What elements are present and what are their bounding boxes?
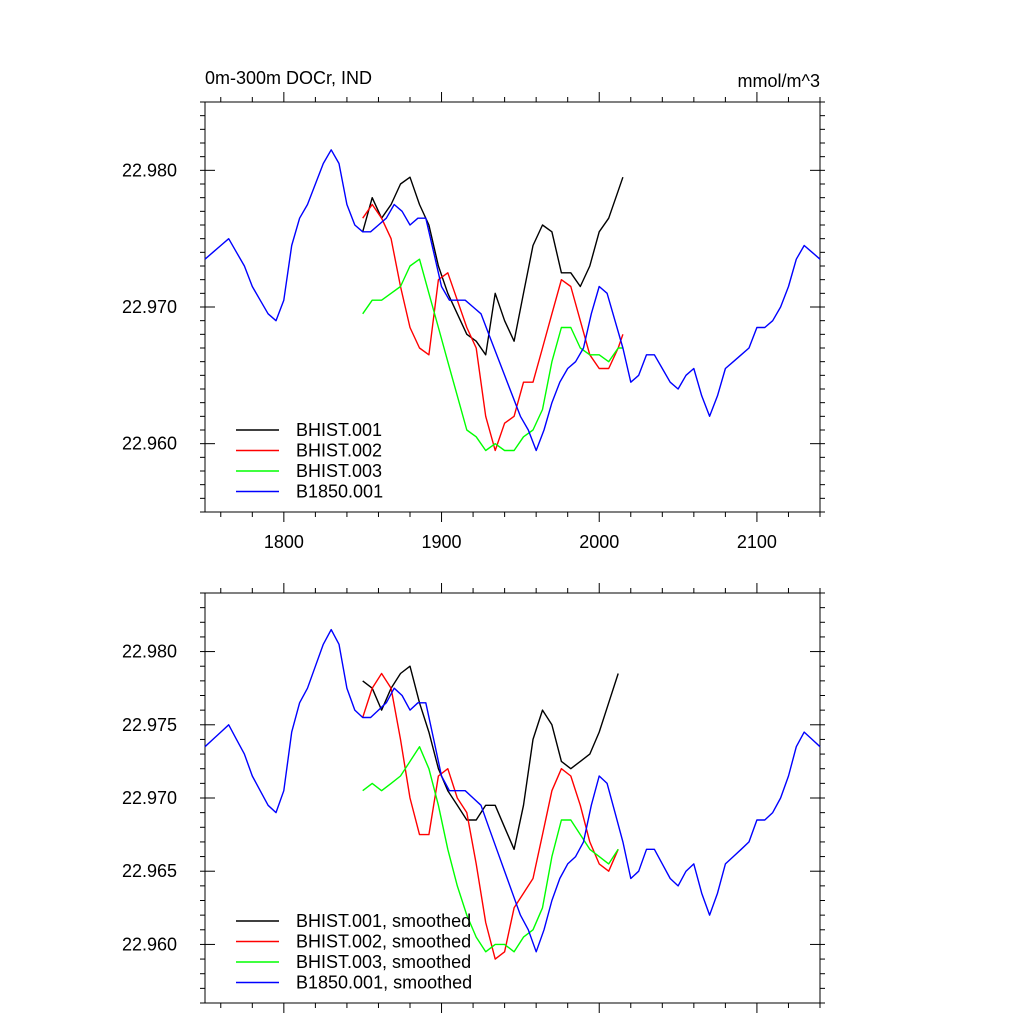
top-series-line-2 [362,203,624,452]
bottom-y-tick-label: 22.980 [122,642,177,662]
top-series-line-1 [362,176,624,356]
top-legend-label-2: BHIST.002 [296,441,382,461]
top-panel-units: mmol/m^3 [738,71,820,91]
top-legend-label-1: BHIST.001 [296,420,382,440]
bottom-y-tick-label: 22.965 [122,861,177,881]
bottom-y-tick-label: 22.970 [122,788,177,808]
top-panel-title: 0m-300m DOCr, IND [205,68,372,88]
bottom-series-line-1 [362,665,619,850]
bottom-legend-label-4: B1850.001, smoothed [296,973,472,993]
bottom-legend-label-3: BHIST.003, smoothed [296,952,471,972]
bottom-y-tick-label: 22.960 [122,934,177,954]
top-x-tick-label: 2000 [579,532,619,552]
bottom-panel: 22.960 22.965 22.970 22.975 22.980 BHIST.001,… [122,583,825,1013]
bottom-series-line-4 [204,628,821,953]
top-panel: 0m-300m DOCr, IND mmol/m^3 1800 1900 2000 2… [122,68,825,552]
top-x-tick-label: 2100 [737,532,777,552]
bottom-y-tick-label: 22.975 [122,715,177,735]
bottom-series-line-3 [362,746,619,953]
top-x-tick-label: 1800 [264,532,304,552]
top-y-tick-label: 22.960 [122,434,177,454]
top-series-line-4 [204,149,821,452]
top-y-tick-label: 22.970 [122,297,177,317]
top-y-tick-label: 22.980 [122,160,177,180]
bottom-legend-label-2: BHIST.002, smoothed [296,932,471,952]
bottom-legend-label-1: BHIST.001, smoothed [296,911,471,931]
top-series-line-3 [362,258,623,452]
top-legend-label-4: B1850.001 [296,482,383,502]
top-legend-label-3: BHIST.003 [296,461,382,481]
top-x-tick-label: 1900 [422,532,462,552]
